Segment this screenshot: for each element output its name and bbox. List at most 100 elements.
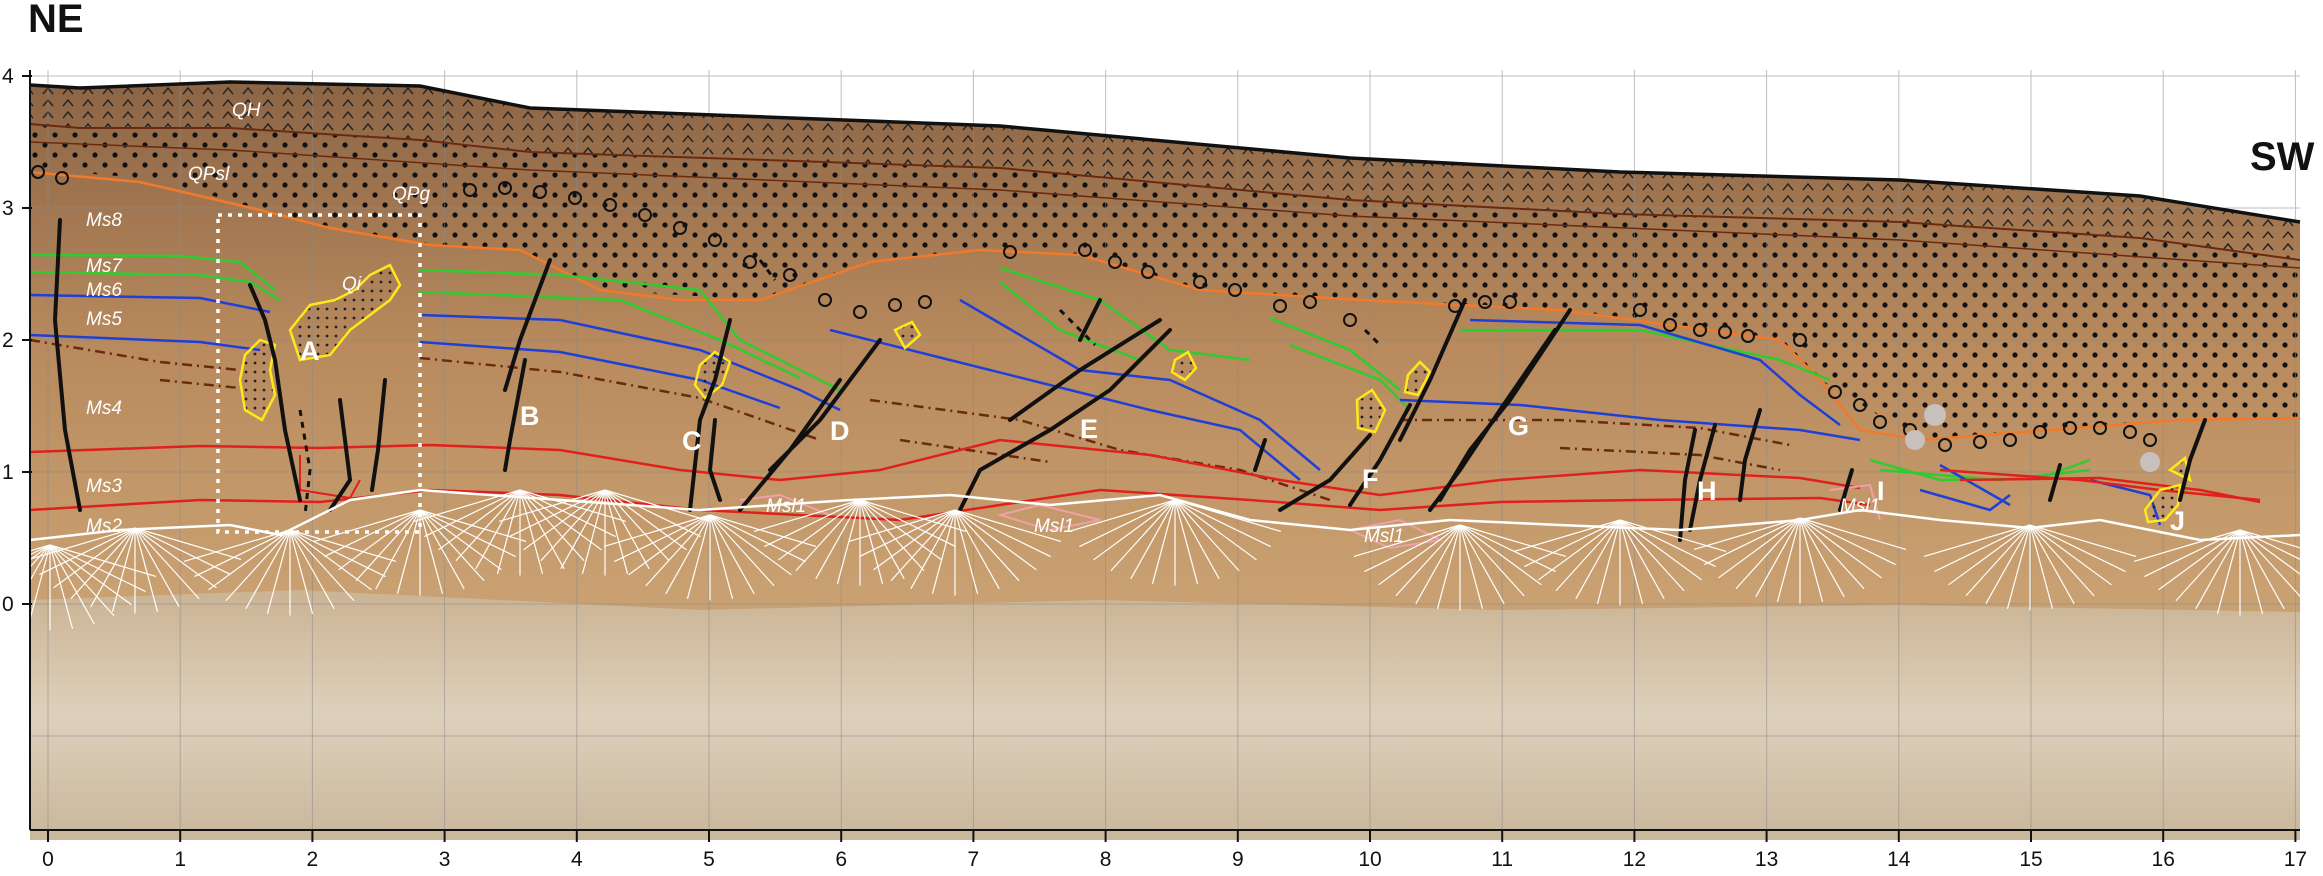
fan-ray [2175,529,2241,602]
infill-bodies [238,263,2192,524]
fan-ray [338,509,421,571]
pebble-circle [498,181,512,195]
fan-ray [1079,499,1176,548]
infill-body-c [693,350,732,400]
unit-label-msl1-d: Msl1 [1840,496,1880,517]
x-tick-label: 5 [703,848,715,871]
fault-dashed-3 [758,259,777,281]
fault-line-15 [1278,433,1372,512]
fan-ray [954,509,979,594]
fan-ray [848,509,956,543]
fault-line-25 [2178,418,2207,502]
fan-ray [1693,517,1801,551]
fan-ray [1110,499,1176,572]
fan-ray [424,489,521,538]
pebble-circle [1793,333,1807,347]
fan-ray [289,529,314,614]
fan-ray [1459,524,1484,609]
x-tick-label: 8 [1100,848,1112,871]
x-tick-label: 3 [439,848,451,871]
fan-ray [289,529,335,610]
pebble-circle [638,208,652,222]
fan-ray [1395,524,1461,597]
red-horizon-ms3-upper [29,438,2261,502]
fan-ray [1923,524,2031,558]
fan-ray [1619,519,1685,592]
fan-ray [266,529,291,614]
fault-line-23 [1838,468,1854,512]
fault-lines-dashed [298,259,1382,516]
pebble-circle [1273,299,1287,313]
fan-ray [859,499,884,584]
fan-ray [1755,517,1801,598]
fan-ray [859,499,925,572]
fan-ray [1459,524,1505,605]
y-tick-label: 3 [2,197,14,220]
unit-label-qi: Qi [342,274,362,295]
fan-ray [1799,517,1845,598]
fault-line-22 [1738,408,1762,502]
pebble-circle [708,233,722,247]
fan-ray [419,509,485,582]
pebble-circle [1478,295,1492,309]
pebble-circle [1343,313,1357,327]
y-tick-label: 1 [2,461,14,484]
x-tick-label: 14 [1887,848,1911,871]
fault-label-b: B [520,401,540,431]
x-tick-label: 4 [571,848,583,871]
fault-line-2 [248,283,302,502]
pebble-circle [533,185,547,199]
fan-ray [859,499,905,580]
fan-ray [2195,529,2241,610]
fan-ray [628,514,711,576]
fan-ray [313,509,421,543]
fan-ray [603,514,711,548]
fan-ray [2006,524,2031,609]
fault-line-14 [1253,438,1267,472]
fan-ray [859,499,956,548]
x-tick-label: 10 [1358,848,1381,871]
fan-ray [53,527,136,589]
pebble-circle [603,198,617,212]
fan-ray [1735,517,1801,590]
qpsl-internal-line [29,141,2301,269]
fan-ray [1799,517,1896,566]
gravel-pebbles [31,165,2157,452]
fault-label-a: A [300,336,320,366]
orientation-label-sw: SW [2250,135,2315,179]
y-tick-label: 4 [2,65,14,88]
fan-ray [1174,499,1271,548]
fan-ray [375,509,421,590]
x-tick-label: 17 [2284,848,2307,871]
pebble-circle [2063,421,2077,435]
fan-ray [859,499,942,561]
pebble-circle [1503,295,1517,309]
unit-label-ms3: Ms3 [86,476,122,497]
grey-blobs [1905,404,2160,472]
fan-ray [2239,529,2322,591]
fan-ray [2029,524,2075,605]
pebble-circle [55,171,69,185]
unit-label-ms8: Ms8 [86,210,122,231]
fan-ray [665,514,711,595]
infill-body-a [288,263,402,362]
fan-ray [1459,524,1525,597]
fan-ray [1799,517,1824,602]
fan-ray [1538,519,1621,581]
fault-dashed-1 [298,409,312,516]
fault-dashed-4 [1363,328,1382,347]
pebble-circle [1853,398,1867,412]
fault-line-6 [503,258,552,392]
fault-line-17 [1398,298,1467,442]
orientation-label-ne: NE [28,0,84,41]
unit-label-ms6: Ms6 [86,280,122,301]
infill-body-a-left [238,338,277,422]
fan-ray [795,499,861,572]
fan-ray [2029,524,2137,558]
fault-line-3 [328,398,353,512]
fan-ray [2239,529,2323,556]
fan-ray [1174,499,1220,580]
fan-ray [134,527,200,600]
fan-ray [1575,519,1621,600]
fan-ray [2239,529,2264,614]
